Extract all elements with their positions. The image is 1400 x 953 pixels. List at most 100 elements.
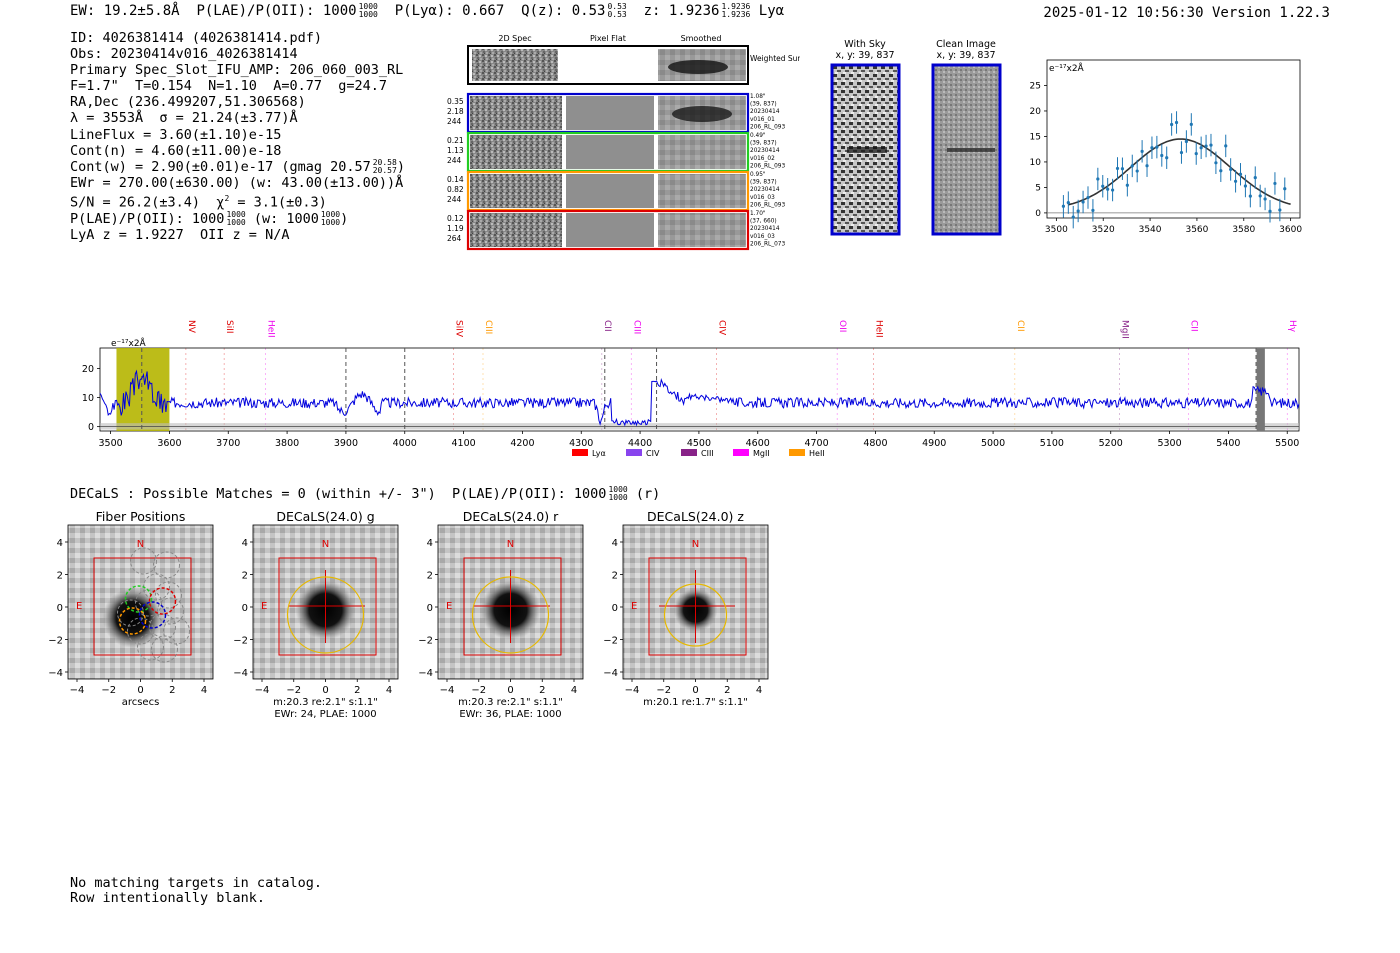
cutout-2dspec [470, 174, 562, 208]
plae-w-sub: 1000 [320, 217, 341, 227]
zoom-data-point [1106, 187, 1110, 191]
decals-x-tick-label: 4 [386, 685, 392, 696]
decals-y-tick-label: 2 [612, 571, 618, 582]
spectrum-x-tick-label: 3500 [98, 438, 122, 449]
decals-y-tick-label: −2 [48, 636, 63, 647]
plae-header: P(LAE)/P(OII): 1000 [196, 3, 357, 19]
legend-swatch [681, 449, 697, 456]
zoom-data-point [1165, 156, 1169, 160]
with-sky-title: With Sky [844, 39, 886, 50]
line-zoom-chart: e⁻¹⁷x2Å 3500 3520 3540 3560 3580 3600 0 5 10 15 20… [1030, 59, 1302, 235]
contw-sup: 20.58 [372, 157, 397, 167]
cutout-row-meta: 20230414 [750, 109, 780, 115]
zoom-data-point [1199, 146, 1203, 150]
zoom-data-point [1120, 167, 1125, 171]
zoom-data-point [1081, 200, 1085, 204]
cutout-smoothed [658, 174, 746, 208]
decals-x-tick-label: 4 [201, 685, 207, 696]
emission-line-label: Hγ [1287, 320, 1297, 333]
aperture-box [93, 557, 192, 656]
zoom-data-point [1140, 149, 1144, 153]
cutout-row-value: 0.21 [447, 136, 464, 145]
emission-line-label: SiII [224, 320, 234, 334]
plae-w-end: ) [340, 210, 349, 227]
cutout-row-meta: 1.08" [750, 94, 766, 100]
cutout-header-2dspec: 2D Spec [498, 34, 531, 43]
zoom-data-point [1061, 204, 1065, 208]
zoom-data-point [1204, 144, 1208, 148]
plae-w: (w: 1000 [245, 210, 319, 227]
decals-y-tick-label: −4 [233, 668, 248, 679]
spectrum-x-tick-label: 4800 [863, 438, 887, 449]
decals-x-tick-label: −2 [101, 685, 116, 696]
weighted-signal [668, 60, 728, 74]
cutout-row-value: 0.14 [447, 175, 464, 184]
zoom-data-point [1233, 179, 1238, 183]
zoom-data-point [1145, 164, 1149, 168]
fiber-circle [130, 547, 157, 575]
cutout-row-meta: 1.70" [750, 211, 766, 217]
zoom-data-point [1268, 209, 1272, 213]
emission-line-label: CIV [717, 320, 727, 336]
spectrum-y-tick-label: 0 [88, 422, 94, 433]
decals-x-tick-label: −2 [656, 685, 671, 696]
zoom-data-point [1091, 208, 1095, 212]
legend-label: Lyα [592, 449, 606, 458]
emission-line-label: NV [186, 320, 196, 334]
decals-y-tick-label: 0 [57, 603, 63, 614]
cutout-row-meta: 0.49" [750, 133, 766, 139]
spectrum-x-tick-label: 5400 [1216, 438, 1240, 449]
cutout-row-value: 244 [447, 117, 462, 126]
zoom-y-tick-label: 25 [1030, 81, 1041, 91]
decals-x-tick-label: 0 [137, 685, 143, 696]
emission-line-label: CII [602, 320, 612, 332]
legend-label: CIII [701, 449, 714, 458]
z-sub: 1.9236 [721, 10, 751, 19]
qz-value: Q(z): 0.53 [521, 3, 606, 19]
zoom-data-point [1160, 153, 1164, 158]
spectrum-y-tick-label: 10 [82, 393, 94, 404]
zoom-data-point [1209, 143, 1213, 147]
cutout-header-pixelflat: Pixel Flat [590, 34, 626, 43]
decals-y-tick-label: 0 [242, 603, 248, 614]
spectrum-x-tick-label: 4300 [569, 438, 593, 449]
decals-x-tick-label: 0 [322, 685, 328, 696]
zoom-data-point [1238, 172, 1243, 176]
zoom-data-point [1076, 209, 1080, 213]
fiber-circle [117, 599, 144, 627]
zoom-data-point [1179, 150, 1184, 155]
emission-line-label: CIII [483, 320, 493, 334]
zoom-data-point [1214, 161, 1218, 165]
decals-y-tick-label: 0 [612, 603, 618, 614]
emission-line-label: HeII [874, 320, 884, 338]
cutout-2dspec [470, 96, 562, 130]
zoom-data-point [1283, 187, 1287, 191]
full-spectrum-chart: NV SiII HeII SiIV CIII CII CIII CIV OII HeII CII Mg… [82, 320, 1300, 458]
cutout-row-meta: 20230414 [750, 226, 780, 232]
clean-image-coords: x, y: 39, 837 [936, 50, 995, 61]
zoom-data-point [1253, 176, 1257, 180]
sn-end: = 3.1(±0.3) [229, 194, 327, 211]
legend-label: MgII [753, 449, 770, 458]
zoom-data-point [1170, 122, 1174, 127]
zoom-data-point [1263, 197, 1267, 201]
decals-panels: Fiber Positions N E −4 −2 0 2 4 4 2 0 −2 −4 arcsecs DE… [48, 509, 769, 720]
timestamp-version: 2025-01-12 10:56:30 Version 1.22.3 [1043, 5, 1330, 21]
cutout-row-meta: v016_01 [750, 117, 775, 123]
spectrum-x-tick-label: 4500 [687, 438, 711, 449]
cutout-row-meta: (37, 660) [750, 219, 777, 225]
cutout-row-meta: 206_RL_093 [750, 163, 785, 169]
cutout-pixelflat [566, 135, 654, 169]
z-value: z: 1.9236 [643, 3, 720, 19]
legend-label: CIV [646, 449, 660, 458]
zoom-data-point [1219, 169, 1223, 173]
line-region-highlight [116, 348, 170, 431]
zoom-x-tick-label: 3540 [1139, 225, 1162, 235]
decals-caption-2: EWr: 36, PLAE: 1000 [459, 709, 561, 720]
zoom-data-point [1150, 146, 1154, 150]
zoom-data-point [1086, 195, 1090, 200]
cutout-row-meta: 206_RL_093 [750, 202, 785, 208]
zoom-x-tick-label: 3520 [1092, 225, 1115, 235]
decals-x-tick-label: −4 [625, 685, 640, 696]
footer-note: No matching targets in catalog. Row inte… [70, 876, 322, 906]
